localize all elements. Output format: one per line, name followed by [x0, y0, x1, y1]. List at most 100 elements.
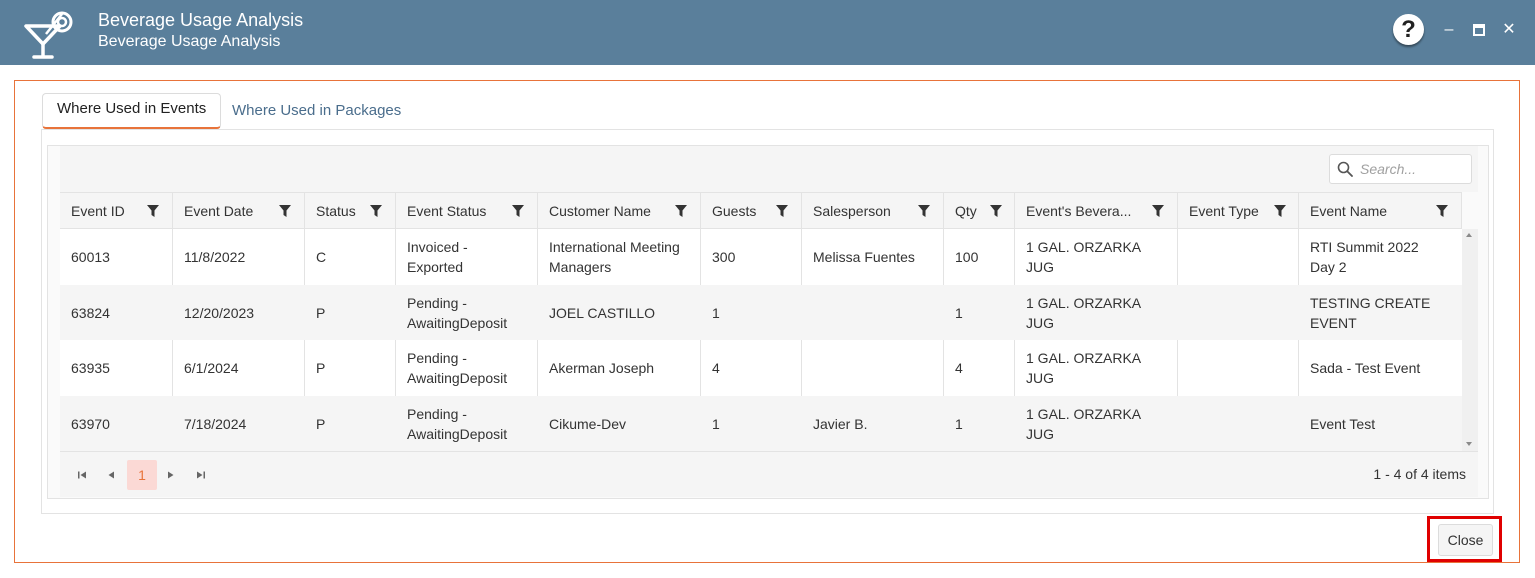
- last-page-icon: [197, 471, 205, 479]
- maximize-button[interactable]: [1471, 20, 1487, 40]
- window-title: Beverage Usage Analysis: [98, 10, 304, 30]
- next-page-icon: [168, 471, 174, 479]
- next-page-button[interactable]: [161, 464, 181, 486]
- cell-event-id: 63970: [60, 396, 173, 452]
- column-header-event-beverage[interactable]: Event's Bevera...: [1015, 193, 1178, 229]
- first-page-button[interactable]: [72, 464, 92, 486]
- column-header-salesperson[interactable]: Salesperson: [802, 193, 944, 229]
- cell-event-date: 12/20/2023: [173, 285, 305, 341]
- table-row[interactable]: 63824 12/20/2023 P Pending - AwaitingDep…: [60, 285, 1462, 341]
- cell-qty: 100: [944, 229, 1015, 285]
- table-row[interactable]: 60013 11/8/2022 C Invoiced - Exported In…: [60, 229, 1462, 285]
- column-header-label: Event Type: [1189, 203, 1259, 219]
- cell-event-type: [1178, 285, 1299, 341]
- cell-event-id: 63935: [60, 340, 173, 396]
- column-header-status[interactable]: Status: [305, 193, 396, 229]
- filter-icon[interactable]: [369, 204, 383, 218]
- column-header-event-type[interactable]: Event Type: [1178, 193, 1299, 229]
- filter-icon[interactable]: [278, 204, 292, 218]
- column-header-label: Salesperson: [813, 203, 891, 219]
- scroll-down-arrow-icon[interactable]: [1466, 442, 1472, 446]
- column-header-event-name[interactable]: Event Name: [1299, 193, 1462, 229]
- grid-header: Event ID Event Date Status Event Status …: [60, 192, 1462, 229]
- cell-customer-name: Akerman Joseph: [538, 340, 701, 396]
- cell-status: P: [305, 285, 396, 341]
- filter-icon[interactable]: [674, 204, 688, 218]
- column-header-event-status[interactable]: Event Status: [396, 193, 538, 229]
- column-header-qty[interactable]: Qty: [944, 193, 1015, 229]
- cell-guests: 1: [701, 396, 802, 452]
- close-button[interactable]: Close: [1438, 524, 1493, 556]
- column-header-label: Event Status: [407, 203, 487, 219]
- cell-qty: 4: [944, 340, 1015, 396]
- prev-page-button[interactable]: [101, 464, 121, 486]
- column-header-label: Qty: [955, 203, 977, 219]
- column-header-label: Event Date: [184, 203, 254, 219]
- window-close-button[interactable]: ✕: [1502, 21, 1516, 38]
- cell-event-status: Pending - AwaitingDeposit: [396, 396, 538, 452]
- filter-icon[interactable]: [989, 204, 1003, 218]
- scroll-up-arrow-icon[interactable]: [1466, 233, 1472, 237]
- cell-salesperson: [802, 285, 944, 341]
- cell-customer-name: JOEL CASTILLO: [538, 285, 701, 341]
- cell-qty: 1: [944, 285, 1015, 341]
- filter-icon[interactable]: [917, 204, 931, 218]
- column-header-guests[interactable]: Guests: [701, 193, 802, 229]
- search-icon: [1337, 161, 1353, 177]
- cell-event-beverage: 1 GAL. ORZARKA JUG: [1015, 396, 1178, 452]
- cell-event-id: 63824: [60, 285, 173, 341]
- cell-customer-name: Cikume-Dev: [538, 396, 701, 452]
- cell-salesperson: Javier B.: [802, 396, 944, 452]
- last-page-button[interactable]: [191, 464, 211, 486]
- current-page-button[interactable]: 1: [127, 460, 157, 490]
- column-header-label: Event Name: [1310, 203, 1388, 219]
- prev-page-icon: [108, 471, 114, 479]
- cell-event-name: RTI Summit 2022 Day 2: [1310, 239, 1419, 275]
- search-input[interactable]: [1360, 160, 1465, 178]
- vertical-scrollbar[interactable]: [1462, 229, 1478, 451]
- tab-panel: Event ID Event Date Status Event Status …: [41, 129, 1494, 514]
- grid-toolbar: [60, 146, 1478, 192]
- cell-salesperson: [802, 340, 944, 396]
- column-header-event-date[interactable]: Event Date: [173, 193, 305, 229]
- cell-qty: 1: [944, 396, 1015, 452]
- cell-event-name: Sada - Test Event: [1310, 360, 1421, 376]
- cell-guests: 300: [701, 229, 802, 285]
- help-button[interactable]: ?: [1393, 14, 1424, 45]
- first-page-icon: [78, 471, 86, 479]
- filter-icon[interactable]: [511, 204, 525, 218]
- filter-icon[interactable]: [1435, 204, 1449, 218]
- cell-event-date: 7/18/2024: [173, 396, 305, 452]
- cell-event-status: Pending - AwaitingDeposit: [396, 340, 538, 396]
- column-header-label: Event's Bevera...: [1026, 203, 1132, 219]
- filter-icon[interactable]: [775, 204, 789, 218]
- title-bar: Beverage Usage Analysis Beverage Usage A…: [0, 0, 1535, 65]
- filter-icon[interactable]: [1273, 204, 1287, 218]
- column-header-customer-name[interactable]: Customer Name: [538, 193, 701, 229]
- table-row[interactable]: 63970 7/18/2024 P Pending - AwaitingDepo…: [60, 396, 1462, 452]
- search-box[interactable]: [1329, 154, 1472, 184]
- minimize-button[interactable]: –: [1444, 21, 1454, 38]
- cell-event-name: Event Test: [1310, 416, 1376, 432]
- column-header-label: Event ID: [71, 203, 125, 219]
- dialog-body: Where Used in Events Where Used in Packa…: [14, 80, 1520, 563]
- cell-status: C: [305, 229, 396, 285]
- cell-customer-name: International Meeting Managers: [538, 229, 701, 285]
- cell-event-status: Pending - AwaitingDeposit: [396, 285, 538, 341]
- close-button-highlight: [1427, 516, 1502, 562]
- cell-event-date: 6/1/2024: [173, 340, 305, 396]
- cell-event-type: [1178, 340, 1299, 396]
- table-row[interactable]: 63935 6/1/2024 P Pending - AwaitingDepos…: [60, 340, 1462, 396]
- filter-icon[interactable]: [146, 204, 160, 218]
- column-header-label: Guests: [712, 203, 757, 219]
- filter-icon[interactable]: [1151, 204, 1165, 218]
- cell-event-beverage: 1 GAL. ORZARKA JUG: [1015, 285, 1178, 341]
- tab-where-used-in-packages[interactable]: Where Used in Packages: [232, 102, 402, 119]
- window-subtitle: Beverage Usage Analysis: [98, 33, 281, 50]
- tab-where-used-in-events[interactable]: Where Used in Events: [42, 93, 222, 129]
- column-header-event-id[interactable]: Event ID: [60, 193, 173, 229]
- pager-info: 1 - 4 of 4 items: [1373, 466, 1466, 482]
- grid-rows: 60013 11/8/2022 C Invoiced - Exported In…: [60, 229, 1462, 452]
- cell-event-status: Invoiced - Exported: [396, 229, 538, 285]
- cell-salesperson: Melissa Fuentes: [802, 229, 944, 285]
